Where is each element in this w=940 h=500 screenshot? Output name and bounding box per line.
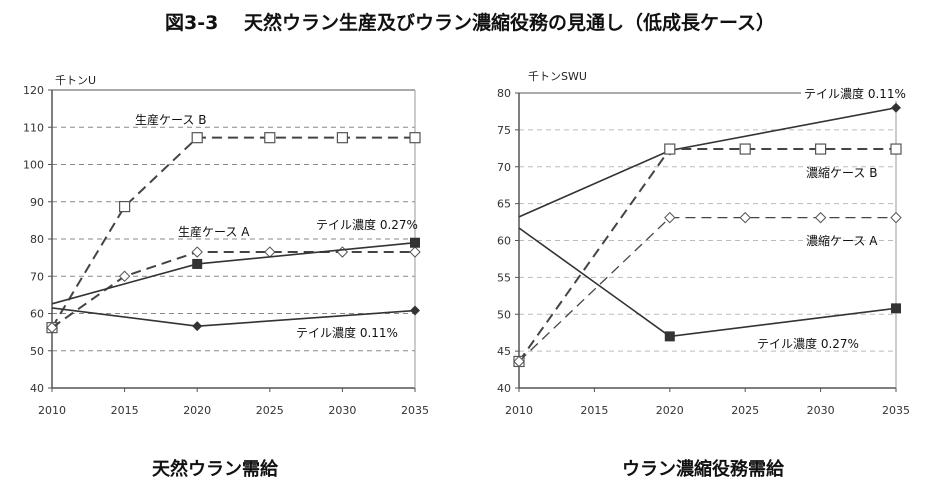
y-tick-label: 55 bbox=[497, 271, 511, 284]
data-point-square bbox=[336, 132, 348, 144]
data-point-square bbox=[814, 143, 827, 155]
data-point-diamond bbox=[118, 270, 131, 282]
y-tick-label: 80 bbox=[497, 87, 511, 100]
label-background bbox=[801, 86, 909, 101]
series-line-1 bbox=[518, 106, 897, 218]
x-tick-label: 2010 bbox=[38, 404, 66, 417]
y-tick-label: 65 bbox=[497, 198, 511, 211]
chart-2: 40 45 50 55 60 65 70 75 80 2010 2015 2020 2025 2030 20… bbox=[497, 70, 910, 417]
data-point-diamond bbox=[192, 321, 203, 332]
x-tick-label: 2025 bbox=[731, 404, 759, 417]
x-tick-label: 2035 bbox=[401, 404, 429, 417]
x-tick-label: 2035 bbox=[882, 404, 910, 417]
data-point-square bbox=[409, 132, 421, 144]
y-tick-label: 110 bbox=[23, 121, 44, 134]
data-point-square bbox=[890, 143, 902, 155]
data-point-square bbox=[191, 132, 203, 144]
y-tick-label: 60 bbox=[30, 308, 44, 321]
y-axis-unit-label: 千トンSWU bbox=[528, 70, 587, 83]
series-label: テイル濃度 0.11% bbox=[804, 86, 906, 101]
x-tick-label: 2015 bbox=[580, 404, 608, 417]
series-label: テイル濃度 0.27% bbox=[757, 336, 859, 351]
series-label: テイル濃度 0.11% bbox=[296, 325, 398, 340]
y-axis-unit-label: 千トンU bbox=[55, 74, 96, 87]
series-line-2 bbox=[51, 251, 415, 329]
y-tick-label: 70 bbox=[30, 270, 44, 283]
data-point-square bbox=[664, 143, 676, 155]
right-chart-subtitle: ウラン濃縮役務需給 bbox=[622, 459, 784, 480]
data-point-diamond bbox=[513, 355, 525, 368]
series-line-3 bbox=[518, 216, 896, 362]
data-point-square bbox=[891, 303, 901, 314]
x-tick-label: 2015 bbox=[111, 404, 139, 417]
y-tick-label: 60 bbox=[497, 235, 511, 248]
series-label: 生産ケース A bbox=[178, 224, 250, 239]
figure-title: 図3-3 天然ウラン生産及びウラン濃縮役務の見通し（低成長ケース） bbox=[165, 12, 775, 34]
series-label: テイル濃度 0.27% bbox=[316, 217, 418, 232]
y-tick-label: 40 bbox=[497, 382, 511, 395]
y-tick-label: 75 bbox=[497, 124, 511, 137]
y-tick-label: 40 bbox=[30, 382, 44, 395]
series-line-4 bbox=[51, 307, 416, 327]
left-chart-subtitle: 天然ウラン需給 bbox=[152, 459, 278, 480]
data-point-square bbox=[118, 200, 131, 213]
chart-1: 40 50 60 70 80 90 100 110 120 2010 2015 2020 2025 203… bbox=[23, 74, 429, 417]
y-tick-label: 120 bbox=[23, 84, 44, 97]
x-tick-label: 2020 bbox=[183, 404, 211, 417]
y-tick-label: 70 bbox=[497, 161, 511, 174]
data-point-square bbox=[664, 331, 675, 342]
series-label: 濃縮ケース B bbox=[806, 165, 877, 180]
series-line-1 bbox=[51, 136, 415, 329]
data-point-diamond bbox=[891, 102, 901, 113]
data-point-diamond bbox=[814, 211, 827, 224]
y-tick-label: 50 bbox=[30, 345, 44, 358]
data-point-square bbox=[739, 143, 751, 155]
data-point-diamond bbox=[664, 211, 676, 224]
y-tick-label: 80 bbox=[30, 233, 44, 246]
data-point-diamond bbox=[336, 246, 349, 258]
series-line-2 bbox=[518, 148, 896, 363]
data-point-square bbox=[264, 132, 276, 144]
x-tick-label: 2030 bbox=[328, 404, 356, 417]
data-point-diamond bbox=[191, 246, 203, 258]
data-point-diamond bbox=[890, 211, 902, 224]
data-point-diamond bbox=[410, 305, 420, 316]
data-point-square bbox=[410, 237, 420, 248]
x-tick-label: 2010 bbox=[505, 404, 533, 417]
series-label: 濃縮ケース A bbox=[806, 233, 878, 248]
x-tick-label: 2025 bbox=[256, 404, 284, 417]
x-tick-label: 2030 bbox=[807, 404, 835, 417]
y-tick-label: 90 bbox=[30, 196, 44, 209]
y-tick-label: 50 bbox=[497, 308, 511, 321]
data-point-diamond bbox=[46, 321, 58, 334]
y-tick-label: 45 bbox=[497, 345, 511, 358]
x-tick-label: 2020 bbox=[656, 404, 684, 417]
series-label: 生産ケース B bbox=[135, 112, 206, 127]
y-tick-label: 100 bbox=[23, 159, 44, 172]
data-point-diamond bbox=[739, 211, 751, 224]
data-point-diamond bbox=[409, 246, 421, 258]
data-point-diamond bbox=[264, 246, 276, 258]
data-point-square bbox=[192, 258, 203, 269]
